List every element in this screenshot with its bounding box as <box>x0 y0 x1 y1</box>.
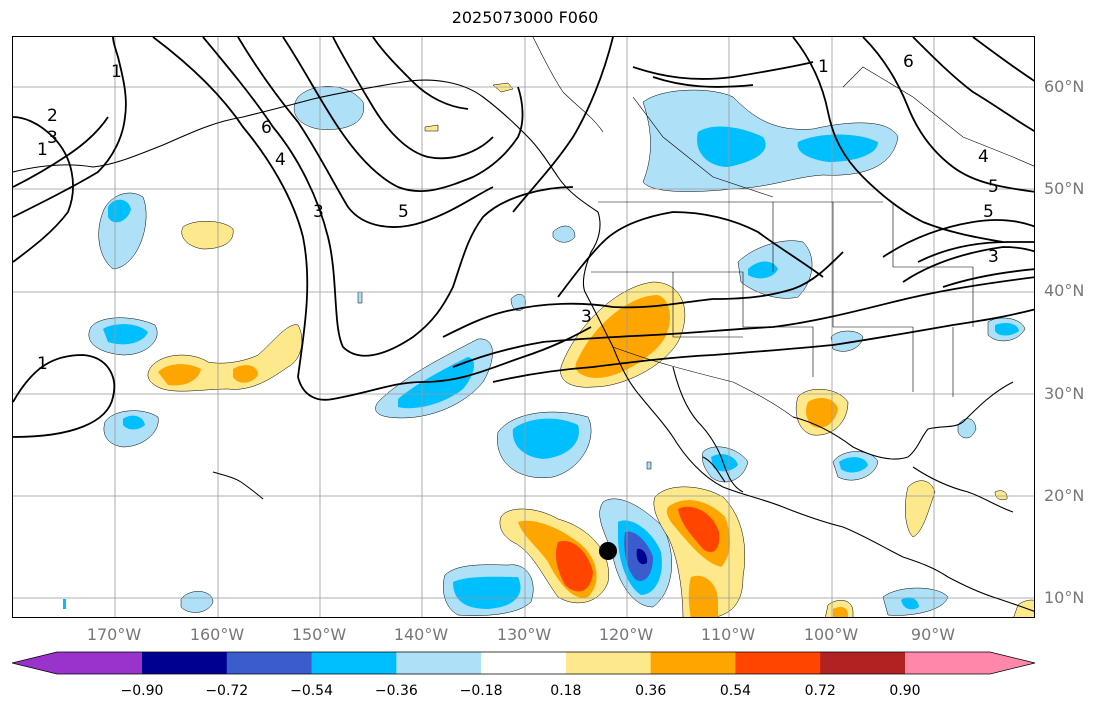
colorbar-tick-label: 0.54 <box>719 683 752 699</box>
lon-label-170w: 170°W <box>86 625 142 644</box>
contour-label: 6 <box>903 52 914 72</box>
colorbar-segments <box>12 651 1036 675</box>
lon-label-110w: 110°W <box>700 625 756 644</box>
contour-label: 4 <box>275 150 286 170</box>
colorbar-segment <box>820 652 906 674</box>
colorbar-segment <box>735 652 821 674</box>
colorbar-tick-label: 0.18 <box>550 683 582 699</box>
contour-label: 3 <box>581 307 592 327</box>
contour-label: 5 <box>398 202 409 222</box>
colorbar-tick-label: −0.36 <box>374 683 418 699</box>
storm-center-marker <box>599 542 617 560</box>
negative-anomaly-shading <box>63 86 1026 616</box>
contour-label: 6 <box>261 118 272 138</box>
lat-label-10n: 10°N <box>1044 588 1085 607</box>
colorbar-tick-label: −0.18 <box>459 683 503 699</box>
contour-label: 4 <box>978 147 989 167</box>
lat-label-60n: 60°N <box>1044 77 1085 96</box>
contour-labels: 1 2 3 1 4 5 6 3 5 3 1 6 5 4 3 1 <box>37 52 999 374</box>
colorbar-extension-high <box>905 652 1035 674</box>
geopotential-contours <box>13 37 1034 438</box>
lon-label-130w: 130°W <box>496 625 552 644</box>
lat-label-20n: 20°N <box>1044 486 1085 505</box>
colorbar-extension-low <box>12 652 142 674</box>
map-canvas: 1 2 3 1 4 5 6 3 5 3 1 6 5 4 3 1 <box>13 37 1034 617</box>
colorbar-segment <box>481 652 567 674</box>
colorbar-tick-label: 0.72 <box>804 683 836 699</box>
contour-label: 3 <box>313 202 324 222</box>
contour-label: 1 <box>111 62 122 82</box>
contour-label: 3 <box>47 128 58 148</box>
lon-label-150w: 150°W <box>291 625 347 644</box>
lon-label-160w: 160°W <box>189 625 245 644</box>
colorbar <box>12 651 1036 675</box>
contour-label: 1 <box>818 57 829 77</box>
coastlines <box>13 79 1034 612</box>
lon-label-140w: 140°W <box>393 625 449 644</box>
colorbar-tick-label: 0.90 <box>889 683 921 699</box>
lon-label-120w: 120°W <box>598 625 654 644</box>
colorbar-segment <box>226 652 313 674</box>
lon-label-100w: 100°W <box>803 625 859 644</box>
colorbar-tick-label: −0.90 <box>120 683 164 699</box>
contour-label: 2 <box>47 106 58 126</box>
contour-label: 3 <box>988 247 999 267</box>
colorbar-tick-label: −0.72 <box>205 683 249 699</box>
lon-label-90w: 90°W <box>910 625 956 644</box>
colorbar-segment <box>311 652 397 674</box>
colorbar-tick-label: −0.54 <box>290 683 333 699</box>
colorbar-segment <box>565 652 652 674</box>
positive-anomaly-shading <box>147 82 1034 617</box>
contour-label: 5 <box>988 177 999 197</box>
contour-label: 1 <box>37 354 48 374</box>
lat-label-30n: 30°N <box>1044 384 1085 403</box>
colorbar-segment <box>650 652 736 674</box>
colorbar-segment <box>142 652 228 674</box>
graticule <box>13 37 1034 617</box>
chart-title: 2025073000 F060 <box>451 8 599 27</box>
colorbar-outline <box>12 651 1036 675</box>
contour-label: 5 <box>983 202 994 222</box>
lat-label-40n: 40°N <box>1044 281 1085 300</box>
map-panel: 1 2 3 1 4 5 6 3 5 3 1 6 5 4 3 1 <box>12 36 1035 618</box>
political-borders <box>532 37 1034 418</box>
colorbar-tick-label: 0.36 <box>635 683 667 699</box>
lat-label-50n: 50°N <box>1044 179 1085 198</box>
colorbar-segment <box>396 652 482 674</box>
contour-label: 1 <box>37 140 48 160</box>
